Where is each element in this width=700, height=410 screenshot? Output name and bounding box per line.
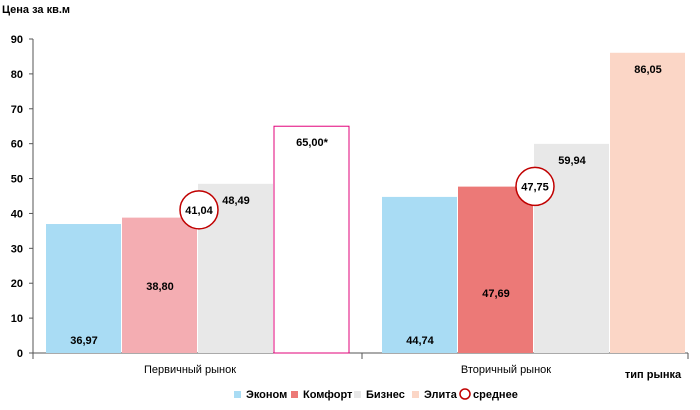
y-tick-label: 70	[11, 104, 23, 116]
bar-value-label: 36,97	[70, 335, 98, 347]
legend-label: Комфорт	[303, 389, 353, 401]
bar-value-label: 47,69	[482, 288, 510, 300]
average-value-label: 47,75	[521, 181, 549, 193]
legend-swatch	[354, 391, 361, 398]
y-tick-label: 60	[11, 139, 23, 151]
y-tick-label: 40	[11, 208, 23, 220]
y-tick-label: 20	[11, 278, 23, 290]
bar-value-label: 59,94	[558, 155, 586, 167]
legend-label: Элита	[424, 389, 458, 401]
bar-value-label: 86,05	[634, 64, 662, 76]
y-tick-label: 50	[11, 174, 23, 186]
average-marker	[179, 190, 219, 230]
y-tick-label: 30	[11, 243, 23, 255]
legend-label: Эконом	[246, 389, 287, 401]
bar-Элита	[610, 52, 685, 353]
legend-swatch	[291, 391, 298, 398]
y-tick-label: 0	[17, 348, 23, 360]
average-value-label: 41,04	[185, 205, 213, 217]
bar-value-label: 48,49	[222, 195, 250, 207]
x-axis-title: тип рынка	[625, 369, 682, 381]
y-tick-label: 10	[11, 313, 23, 325]
bar-value-label: 65,00*	[296, 137, 329, 149]
average-marker	[515, 166, 555, 207]
legend-label: среднее	[473, 389, 518, 401]
bar-Эконом	[46, 224, 121, 353]
legend-label: Бизнес	[366, 389, 405, 401]
x-category-label: Вторичный рынок	[461, 364, 551, 376]
bar-Комфорт	[458, 186, 533, 353]
legend-swatch	[234, 391, 241, 398]
y-tick-label: 90	[11, 34, 23, 46]
x-category-label: Первичный рынок	[144, 364, 236, 376]
legend-swatch	[459, 388, 471, 400]
legend-swatch	[412, 391, 419, 398]
bar-Комфорт	[122, 217, 197, 353]
y-axis-title: Цена за кв.м	[2, 4, 70, 16]
bar-value-label: 38,80	[146, 281, 174, 293]
bar-Элита	[273, 125, 350, 354]
bar-value-label: 44,74	[406, 335, 434, 347]
bar-Эконом	[382, 196, 457, 353]
y-tick-label: 80	[11, 69, 23, 81]
